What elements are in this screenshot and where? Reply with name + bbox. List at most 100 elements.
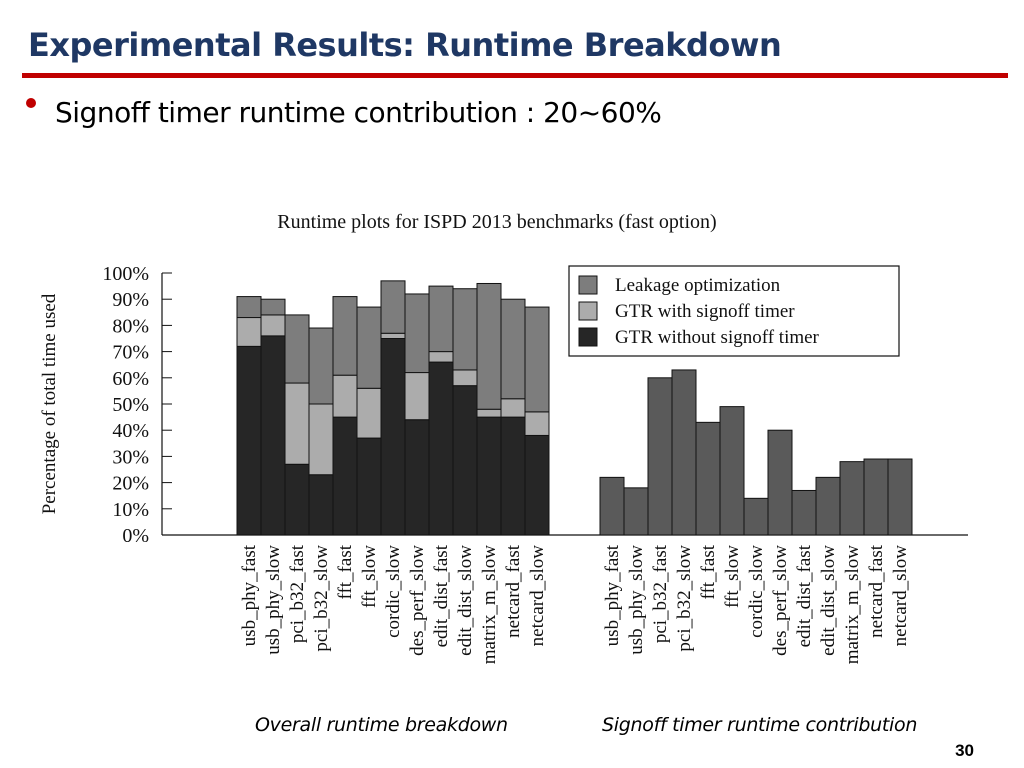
stacked-bar-segment: [356, 387, 382, 439]
stacked-bar-segment: [524, 411, 550, 436]
stacked-bar-segment: [428, 361, 454, 536]
y-tick-label: 20%: [112, 473, 149, 495]
stacked-bar-segment: [284, 314, 310, 384]
stacked-bar-segment: [500, 298, 526, 400]
y-tick-label: 0%: [122, 525, 149, 547]
legend-label: Leakage optimization: [615, 275, 781, 296]
stacked-bar-segment: [332, 416, 358, 536]
x-tick-label: pci_b32_slow: [674, 545, 695, 652]
signoff-bar: [719, 406, 745, 536]
stacked-bar-segment: [452, 288, 478, 371]
stacked-bar-segment: [500, 398, 526, 418]
caption-overall-breakdown: Overall runtime breakdown: [255, 714, 508, 736]
stacked-bar-segment: [380, 338, 406, 536]
x-tick-label: fft_fast: [335, 544, 356, 599]
x-tick-label: matrix_m_slow: [479, 545, 500, 665]
x-tick-label: edit_dist_fast: [794, 544, 815, 647]
stacked-bar-segment: [380, 332, 406, 340]
stacked-bar-segment: [308, 474, 334, 536]
x-tick-label: netcard_fast: [866, 544, 887, 638]
stacked-bar-segment: [428, 285, 454, 353]
stacked-bar-segment: [236, 317, 262, 347]
signoff-bar: [647, 377, 673, 536]
x-tick-label: fft_slow: [722, 545, 743, 608]
stacked-bar-segment: [428, 351, 454, 363]
x-tick-label: edit_dist_slow: [818, 545, 839, 656]
y-tick-label: 90%: [112, 289, 149, 311]
slide-title: Experimental Results: Runtime Breakdown: [28, 26, 782, 64]
x-tick-label: pci_b32_fast: [650, 544, 671, 643]
stacked-bar-segment: [404, 372, 430, 421]
stacked-bar-segment: [476, 416, 502, 536]
signoff-bar: [791, 489, 817, 536]
stacked-bar-segment: [260, 298, 286, 316]
stacked-bar-segment: [308, 403, 334, 476]
y-tick-label: 60%: [112, 368, 149, 390]
x-tick-label: des_perf_slow: [407, 545, 428, 656]
x-tick-label: usb_phy_fast: [602, 544, 623, 646]
y-tick-label: 50%: [112, 394, 149, 416]
stacked-bar-segment: [284, 382, 310, 465]
stacked-bar-segment: [332, 374, 358, 418]
x-tick-label: fft_fast: [698, 544, 719, 599]
stacked-bar-segment: [308, 327, 334, 405]
x-tick-label: netcard_fast: [503, 544, 524, 638]
signoff-bar: [815, 476, 841, 536]
stacked-bar-segment: [356, 437, 382, 536]
stacked-bar-segment: [260, 314, 286, 337]
y-tick-label: 100%: [102, 263, 149, 285]
x-tick-label: cordic_slow: [383, 545, 404, 638]
x-tick-label: pci_b32_fast: [287, 544, 308, 643]
y-tick-label: 30%: [112, 446, 149, 468]
signoff-bar: [671, 369, 697, 536]
stacked-bar-segment: [476, 282, 502, 410]
stacked-bar-segment: [452, 369, 478, 387]
legend-label: GTR without signoff timer: [615, 327, 820, 348]
page-number: 30: [955, 741, 974, 760]
y-tick-label: 80%: [112, 315, 149, 337]
bullet-icon: [26, 98, 36, 108]
legend-swatch: [578, 327, 598, 347]
caption-signoff-contribution: Signoff timer runtime contribution: [602, 714, 918, 736]
stacked-bar-segment: [524, 434, 550, 536]
x-tick-label: usb_phy_slow: [263, 545, 284, 655]
stacked-bar-segment: [284, 463, 310, 536]
y-axis-label: Percentage of total time used: [39, 293, 60, 514]
legend-swatch: [578, 301, 598, 321]
signoff-bar: [599, 476, 625, 536]
x-tick-label: cordic_slow: [746, 545, 767, 638]
signoff-bar: [863, 458, 889, 536]
x-tick-label: fft_slow: [359, 545, 380, 608]
stacked-bar-segment: [476, 408, 502, 418]
x-tick-label: netcard_slow: [527, 545, 548, 647]
stacked-bar-segment: [524, 306, 550, 413]
signoff-bar: [767, 429, 793, 536]
x-tick-label: edit_dist_slow: [455, 545, 476, 656]
stacked-bar-segment: [452, 385, 478, 536]
stacked-bar-segment: [356, 306, 382, 389]
x-tick-label: netcard_slow: [890, 545, 911, 647]
x-tick-label: usb_phy_fast: [239, 544, 260, 646]
signoff-bar: [839, 461, 865, 536]
x-tick-label: matrix_m_slow: [842, 545, 863, 665]
signoff-bar: [743, 497, 769, 536]
stacked-bar-segment: [260, 335, 286, 536]
x-tick-label: des_perf_slow: [770, 545, 791, 656]
stacked-bar-segment: [332, 296, 358, 376]
stacked-bar-segment: [404, 419, 430, 536]
stacked-bar-segment: [404, 293, 430, 374]
signoff-bar: [623, 487, 649, 536]
legend-label: GTR with signoff timer: [615, 301, 795, 322]
legend-swatch: [578, 275, 598, 295]
y-tick-label: 10%: [112, 499, 149, 521]
x-tick-label: usb_phy_slow: [626, 545, 647, 655]
x-tick-label: edit_dist_fast: [431, 544, 452, 647]
stacked-bar-segment: [236, 345, 262, 536]
signoff-bar: [695, 421, 721, 536]
stacked-bar-segment: [500, 416, 526, 536]
stacked-bar-segment: [236, 296, 262, 319]
y-tick-label: 40%: [112, 420, 149, 442]
title-underline: [22, 73, 1008, 78]
chart-title: Runtime plots for ISPD 2013 benchmarks (…: [277, 211, 716, 233]
